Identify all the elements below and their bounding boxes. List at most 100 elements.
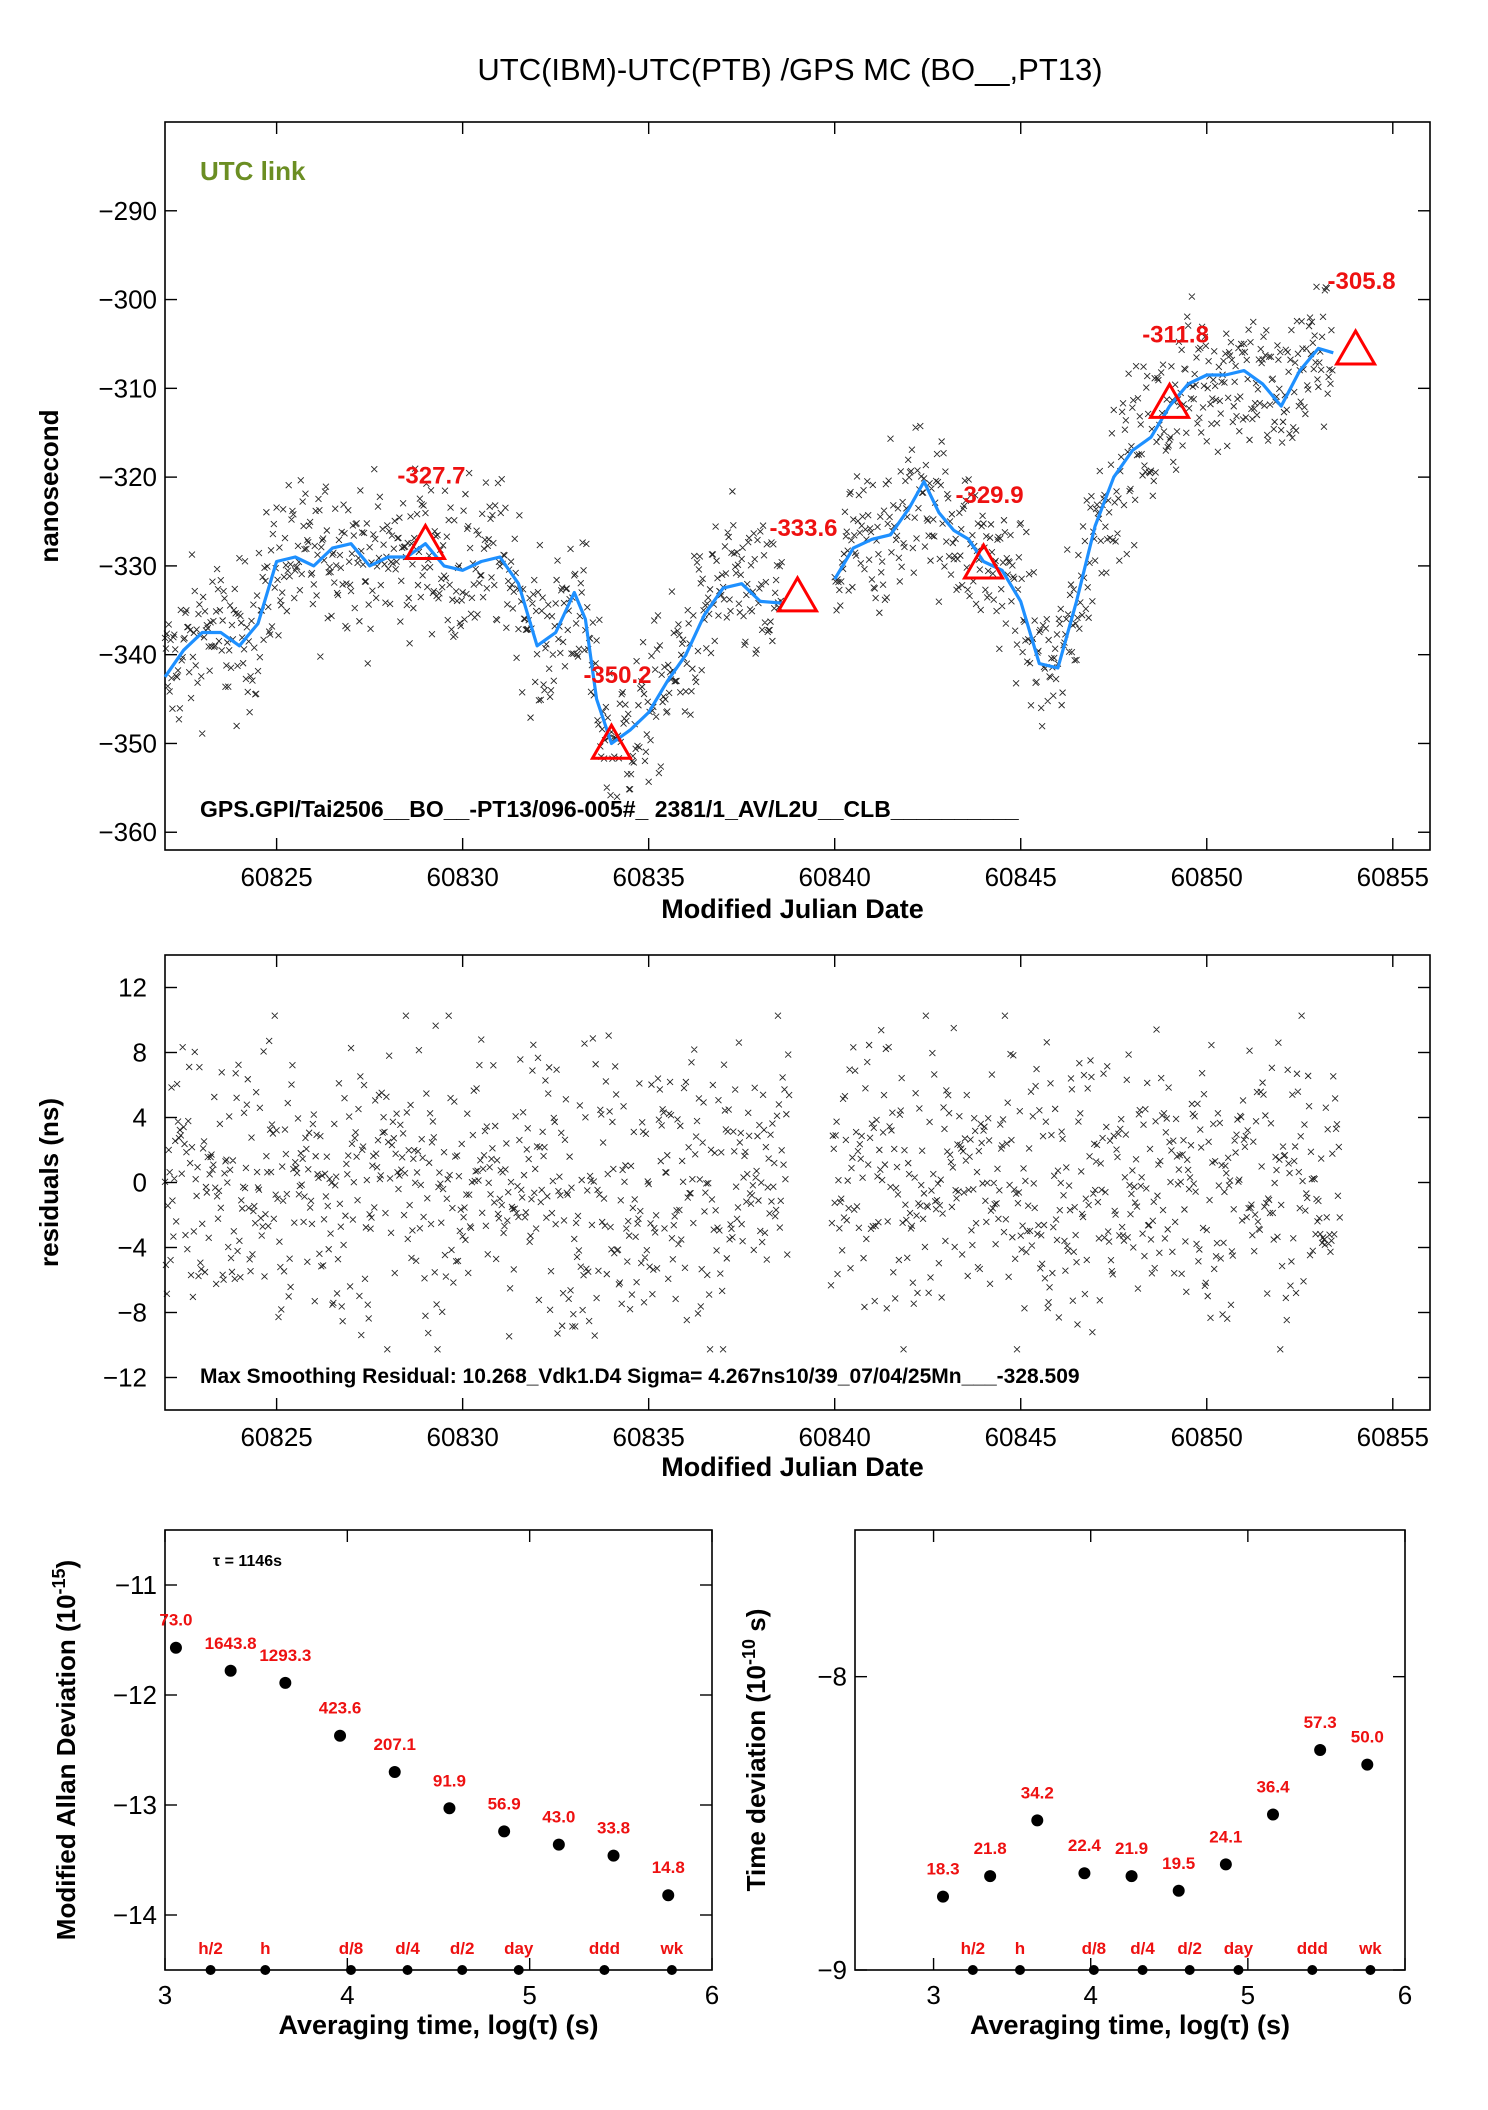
utc-link-tag: UTC link: [200, 156, 306, 186]
interval-marker-label: ddd: [1297, 1939, 1328, 1958]
deviation-value-label: 24.1: [1209, 1827, 1242, 1846]
deviation-point: [1267, 1808, 1279, 1821]
deviation-value-label: 1643.8: [205, 1634, 257, 1653]
deviation-value-label: 22.4: [1068, 1836, 1102, 1855]
interval-marker-label: day: [1224, 1939, 1254, 1958]
deviation-value-label: 36.4: [1256, 1778, 1290, 1797]
interval-marker-label: d/8: [1082, 1939, 1107, 1958]
y-axis-label-exponent: -15: [49, 1568, 69, 1594]
interval-marker-label: h: [1015, 1939, 1025, 1958]
deviation-point: [279, 1676, 292, 1689]
y-tick-label: 12: [118, 973, 147, 1003]
measurement-point-marks: [161, 283, 1336, 801]
y-tick-label: −290: [98, 196, 157, 226]
deviation-point: [984, 1870, 997, 1883]
x-tick-label: 60850: [1171, 1422, 1243, 1452]
interval-marker-dot: [205, 1965, 216, 1975]
interval-marker-label: ddd: [589, 1939, 620, 1958]
interval-marker-label: h/2: [198, 1939, 223, 1958]
y-tick-label: −350: [98, 728, 157, 758]
x-tick-label: 60835: [613, 1422, 685, 1452]
interval-marker-label: d/4: [395, 1939, 420, 1958]
triangle-value-label: -350.2: [583, 662, 651, 689]
triangle-value-label: -333.6: [769, 515, 837, 542]
y-tick-label: −300: [98, 285, 157, 315]
deviation-point: [224, 1664, 237, 1677]
main-footer-text: GPS.GPI/Tai2506__BO__-PT13/096-005#_ 238…: [200, 796, 1019, 822]
x-axis-label: Averaging time, log(τ) (s): [278, 2010, 598, 2040]
x-tick-label: 6: [1398, 1980, 1412, 2010]
x-axis-label: Modified Julian Date: [661, 894, 924, 924]
interval-marker-dot: [599, 1965, 610, 1975]
x-tick-label: 6: [705, 1980, 719, 2010]
main-plot-frame: [164, 121, 1431, 851]
x-tick-label: 60835: [613, 862, 685, 892]
residual-point-marks: [161, 1012, 1344, 1353]
x-tick-label: 3: [158, 1980, 172, 2010]
x-tick-label: 60825: [240, 1422, 312, 1452]
deviation-point: [334, 1729, 347, 1742]
deviation-value-label: 18.3: [926, 1860, 959, 1879]
tau-note: τ = 1146s: [213, 1553, 282, 1570]
deviation-value-label: 73.0: [159, 1611, 192, 1630]
interval-marker-label: h: [260, 1939, 270, 1958]
interval-marker-label: d/2: [1177, 1939, 1202, 1958]
interval-marker-dot: [1307, 1965, 1318, 1975]
x-tick-label: 60825: [240, 862, 312, 892]
interval-marker-dot: [1015, 1965, 1025, 1975]
deviation-point: [388, 1766, 401, 1778]
deviation-value-label: 21.8: [974, 1839, 1007, 1858]
interval-marker-dot: [1365, 1965, 1376, 1975]
x-tick-label: 4: [340, 1980, 354, 2010]
interval-marker-label: h/2: [961, 1939, 986, 1958]
y-tick-label: 4: [133, 1103, 147, 1133]
triangle-marker: [589, 722, 634, 760]
triangle-marker: [961, 542, 1006, 580]
main-timeseries-panel: 60825 60830 60835 60840 60845 60850 60855 −290 −…: [34, 121, 1431, 924]
deviation-point: [1031, 1814, 1044, 1827]
mdev-plot-frame: [164, 1529, 713, 1971]
y-axis-label-tail: s): [741, 1609, 771, 1639]
triangle-value-label: -311.8: [1142, 321, 1209, 348]
y-tick-label: −320: [98, 462, 157, 492]
deviation-point: [552, 1838, 565, 1851]
y-axis-label: nanosecond: [34, 409, 64, 562]
x-tick-label: 4: [1083, 1980, 1097, 2010]
interval-marker-dot: [1137, 1965, 1148, 1975]
y-axis-label: Modified Allan Deviation (10-15): [49, 1560, 81, 1940]
residuals-footer-text: Max Smoothing Residual: 10.268_Vdk1.D4 S…: [200, 1365, 1080, 1388]
y-tick-label: −360: [98, 817, 157, 847]
y-tick-label: −12: [103, 1363, 147, 1393]
deviation-point: [1361, 1758, 1374, 1771]
interval-marker-label: wk: [660, 1939, 684, 1958]
x-axis-label: Modified Julian Date: [661, 1452, 924, 1482]
y-tick-label: −8: [817, 1662, 847, 1692]
triangle-value-label: -327.7: [397, 462, 465, 489]
deviation-value-label: 19.5: [1162, 1854, 1195, 1873]
deviation-point: [169, 1641, 182, 1654]
interval-marker-dot: [967, 1965, 978, 1975]
triangle-value-label: -329.9: [955, 482, 1023, 509]
interval-marker-dot: [345, 1965, 356, 1975]
y-axis-label-main: Modified Allan Deviation (10: [51, 1594, 81, 1940]
interval-marker-dot: [513, 1965, 524, 1975]
y-tick-label: −12: [113, 1680, 157, 1710]
y-axis-label-exponent: -10: [739, 1639, 759, 1665]
interval-marker-dot: [1088, 1965, 1099, 1975]
deviation-point: [443, 1802, 456, 1815]
y-tick-label: −4: [117, 1233, 147, 1263]
y-tick-label: −14: [113, 1900, 157, 1930]
interval-marker-dot: [457, 1965, 468, 1975]
deviation-value-label: 34.2: [1021, 1783, 1054, 1802]
x-tick-label: 60850: [1171, 862, 1243, 892]
y-axis-label: Time deviation (10-10 s): [739, 1609, 771, 1892]
tdev-panel: 3 4 5 6 −8 −9 Averaging time, log(τ) (s) Time d…: [739, 1529, 1412, 2040]
triangle-value-label: -305.8: [1328, 268, 1396, 295]
deviation-value-label: 21.9: [1115, 1839, 1148, 1858]
deviation-point: [607, 1849, 620, 1862]
x-tick-label: 60855: [1357, 862, 1429, 892]
tdev-plot-frame: [854, 1529, 1406, 1971]
y-tick-label: 0: [133, 1168, 147, 1198]
figure-title: UTC(IBM)-UTC(PTB) /GPS MC (BO__,PT13): [477, 52, 1102, 87]
y-tick-label: −330: [98, 551, 157, 581]
